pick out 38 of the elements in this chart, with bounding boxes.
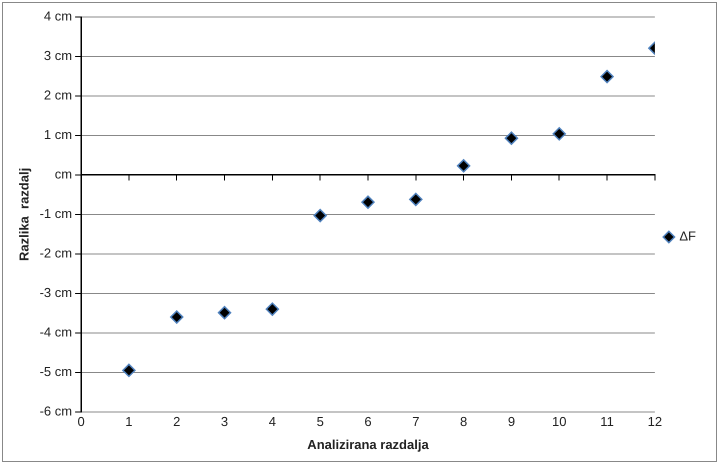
y-tick-label: -5 cm: [40, 364, 72, 379]
x-tick-label: 4: [268, 414, 276, 430]
point: [409, 192, 423, 206]
x-tick-label: 5: [316, 414, 324, 430]
x-tick-label: 12: [648, 414, 662, 430]
y-tick-label: cm: [54, 166, 72, 182]
y-tick-label: 4 cm: [44, 8, 72, 24]
point: [456, 159, 470, 173]
y-tick-label: 1 cm: [44, 127, 72, 142]
y-tick-label: 3 cm: [44, 48, 72, 64]
x-tick-label: 11: [600, 414, 614, 430]
x-tick-label: 10: [552, 414, 566, 430]
y-tick-label: -2 cm: [40, 245, 72, 260]
point: [122, 364, 136, 378]
x-tick-label: 0: [77, 414, 85, 430]
y-tick-label: -6 cm: [40, 403, 72, 418]
x-tick-label: 9: [508, 414, 516, 430]
point: [266, 302, 280, 316]
point: [361, 195, 375, 209]
x-tick-label: 6: [364, 414, 372, 430]
x-tick-label: 2: [173, 414, 180, 430]
y-tick-label: -1 cm: [40, 206, 72, 221]
y-tick-label: -3 cm: [40, 284, 72, 300]
y-axis-title: Razlika razdalj: [16, 168, 32, 262]
point: [600, 70, 614, 84]
x-tick-label: 1: [125, 414, 133, 430]
point: [170, 310, 184, 324]
x-tick-label: 3: [220, 414, 228, 430]
x-axis-title: Analizirana razdalja: [307, 436, 430, 452]
point: [313, 208, 327, 222]
point: [552, 127, 566, 141]
point: [218, 306, 232, 320]
x-tick-label: 7: [412, 414, 420, 430]
y-tick-label: 2 cm: [44, 88, 72, 103]
legend-label: ΔF: [679, 228, 696, 244]
point: [504, 131, 518, 145]
x-tick-label: 8: [460, 414, 468, 430]
y-tick-label: -4 cm: [40, 324, 72, 340]
